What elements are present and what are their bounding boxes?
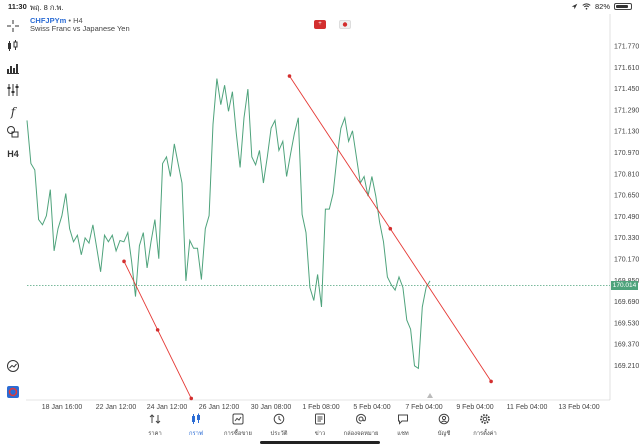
trendline-handle[interactable] — [122, 259, 126, 264]
shapes-icon[interactable] — [5, 124, 21, 140]
time-tick-label: 11 Feb 04:00 — [507, 404, 548, 410]
price-tick-label: 170.330 — [614, 235, 639, 242]
bar-chart-icon[interactable] — [5, 60, 21, 76]
nav-account-user[interactable]: บัญชี — [424, 410, 464, 447]
time-tick-label: 9 Feb 04:00 — [456, 404, 493, 410]
trendlines[interactable] — [122, 74, 493, 401]
crosshair-icon[interactable] — [5, 18, 21, 34]
trendline-handle[interactable] — [287, 74, 292, 78]
nav-label: แชท — [397, 431, 409, 437]
symbol-description: Swiss Franc vs Japanese Yen — [30, 24, 130, 33]
nav-label: บัญชี — [437, 431, 451, 437]
settings-gear-icon — [480, 414, 490, 424]
nav-label: กล่องจดหมาย — [343, 431, 379, 437]
status-bar: 11:30 พฤ. 8 ก.พ. 82% — [0, 0, 640, 12]
chart-candles-icon — [192, 413, 200, 424]
symbol-label[interactable]: CHFJPYm • H4 — [30, 16, 83, 25]
price-tick-label: 169.370 — [614, 342, 639, 349]
time-axis: 18 Jan 16:00 22 Jan 12:00 24 Jan 12:00 26 J… — [42, 404, 600, 410]
nav-label: การซื้อขาย — [224, 431, 252, 437]
history-clock-icon — [273, 413, 285, 425]
bottom-navigation: ราคา กราฟ การซื้อขาย ประวัติ ข่าว กล่องจดหมาย… — [0, 410, 640, 447]
battery-percent: 82% — [594, 2, 610, 11]
nav-history-clock[interactable]: ประวัติ — [259, 410, 299, 447]
japan-flag-icon — [339, 20, 351, 29]
nav-quotes-arrows[interactable]: ราคา — [135, 410, 175, 447]
nav-label: ข่าว — [314, 431, 326, 437]
chat-bubble-icon — [398, 414, 408, 425]
status-time: 11:30 — [8, 2, 27, 11]
mailbox-at-icon — [355, 413, 366, 424]
price-tick-label: 170.170 — [614, 257, 639, 264]
function-icon[interactable]: f — [10, 105, 16, 119]
news-icon — [315, 413, 325, 425]
time-tick-label: 7 Feb 04:00 — [405, 404, 442, 410]
trade-chart-icon — [232, 413, 244, 425]
price-series-line — [26, 78, 431, 370]
price-tick-label: 169.690 — [614, 299, 639, 306]
price-tick-label: 171.610 — [614, 65, 639, 72]
zoom-chart-icon[interactable] — [5, 358, 21, 374]
price-tick-label: 170.490 — [614, 214, 639, 221]
home-indicator[interactable] — [260, 441, 380, 444]
time-tick-label: 18 Jan 16:00 — [42, 404, 83, 410]
price-tick-label: 171.130 — [614, 129, 639, 136]
price-axis: 171.770 171.610 171.450 171.290 171.130 170.9… — [614, 44, 639, 371]
timeframe-icon[interactable]: H4 — [7, 149, 19, 159]
price-tick-label: 171.290 — [614, 107, 639, 114]
candles-icon[interactable] — [5, 38, 21, 54]
price-tick-label: 170.970 — [614, 150, 639, 157]
nav-trade-chart[interactable]: การซื้อขาย — [218, 410, 258, 447]
time-tick-label: 13 Feb 04:00 — [558, 404, 599, 410]
trendline-handle[interactable] — [489, 379, 493, 384]
time-marker-icon — [427, 393, 433, 398]
trendline-handle[interactable] — [155, 328, 160, 332]
time-tick-label: 26 Jan 12:00 — [199, 404, 240, 410]
price-tick-label: 170.650 — [614, 193, 639, 200]
time-tick-label: 30 Jan 08:00 — [251, 404, 292, 410]
price-tick-label: 171.450 — [614, 86, 639, 93]
battery-icon — [614, 3, 632, 10]
price-tick-label: 169.530 — [614, 320, 639, 327]
symbol-timeframe: H4 — [73, 16, 83, 25]
indicators-icon[interactable] — [5, 82, 21, 98]
price-tick-label: 169.210 — [614, 363, 639, 370]
swiss-flag-icon: + — [314, 20, 326, 29]
current-price-tag: 170.014 — [611, 281, 638, 291]
time-tick-label: 5 Feb 04:00 — [353, 404, 390, 410]
account-user-icon — [438, 413, 450, 425]
price-tick-label: 171.770 — [614, 44, 639, 51]
broker-logo-icon[interactable] — [5, 384, 21, 400]
time-tick-label: 22 Jan 12:00 — [96, 404, 137, 410]
time-tick-label: 1 Feb 08:00 — [302, 404, 339, 410]
status-date: พฤ. 8 ก.พ. — [30, 3, 64, 12]
quotes-arrows-icon — [149, 414, 161, 424]
nav-news[interactable]: ข่าว — [300, 410, 340, 447]
location-icon — [571, 3, 578, 10]
wifi-icon — [582, 3, 591, 10]
time-tick-label: 24 Jan 12:00 — [147, 404, 188, 410]
symbol-name: CHFJPYm — [30, 16, 67, 25]
symbol-dot: • — [68, 16, 71, 25]
nav-label: การตั้งค่า — [473, 431, 497, 437]
nav-label: กราฟ — [189, 431, 203, 437]
status-right: 82% — [571, 2, 632, 11]
price-chart[interactable]: 171.770 171.610 171.450 171.290 171.130 170.9… — [0, 0, 640, 410]
trendline-handle[interactable] — [189, 396, 194, 401]
nav-chat-bubble[interactable]: แชท — [383, 410, 423, 447]
nav-label: ประวัติ — [270, 431, 288, 437]
trendline-handle[interactable] — [388, 226, 393, 231]
nav-settings-gear[interactable]: การตั้งค่า — [465, 410, 505, 447]
nav-chart-candles[interactable]: กราฟ — [176, 410, 216, 447]
price-tick-label: 170.810 — [614, 171, 639, 178]
left-toolbar: f H4 — [0, 12, 26, 410]
nav-mailbox-at[interactable]: กล่องจดหมาย — [341, 410, 381, 447]
nav-label: ราคา — [148, 431, 162, 437]
